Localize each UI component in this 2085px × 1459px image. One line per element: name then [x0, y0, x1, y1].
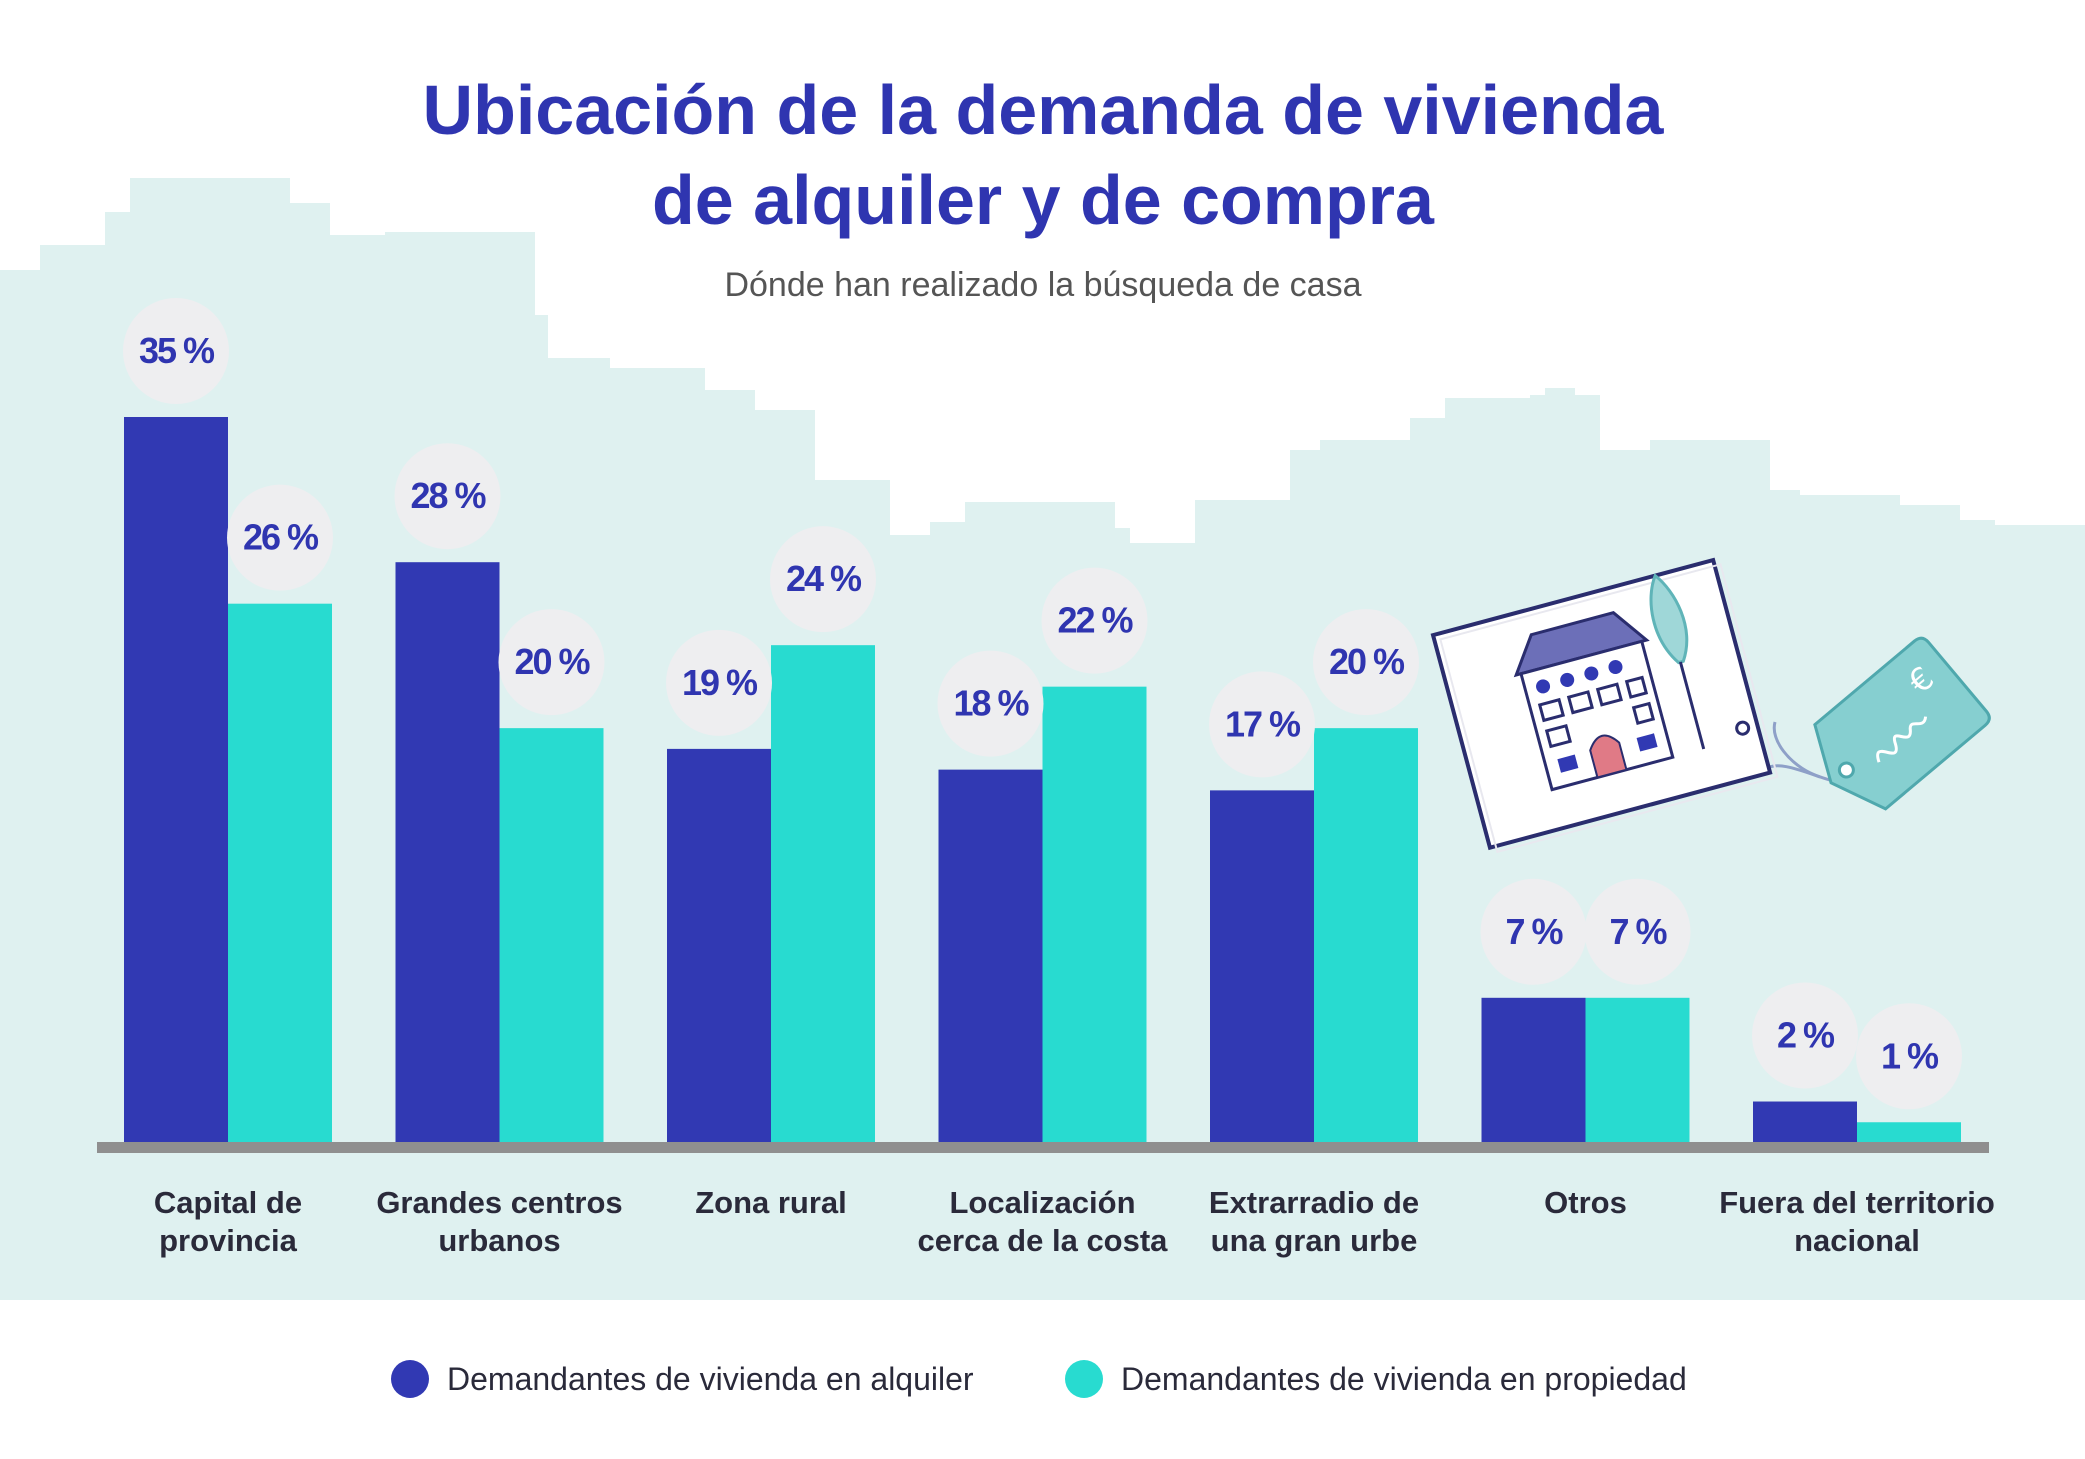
- category-label-3-line-1: cerca de la costa: [918, 1223, 1169, 1258]
- bar-alquiler-2: [667, 748, 771, 1143]
- legend-label-alquiler: Demandantes de vivienda en alquiler: [447, 1361, 974, 1397]
- value-label-bubble-0-4: [1209, 671, 1315, 778]
- bar-propiedad-6: [1857, 1122, 1961, 1143]
- legend-swatch-propiedad: [1065, 1360, 1103, 1398]
- value-label-0-1: 28 %: [410, 475, 486, 516]
- bar-alquiler-6: [1753, 1101, 1857, 1143]
- value-label-bubble-0-1: [394, 443, 501, 550]
- bar-alquiler-1: [395, 562, 500, 1143]
- chart-title-line-1: Ubicación de la demanda de vivienda: [423, 71, 1665, 149]
- value-label-bubble-0-6: [1752, 982, 1858, 1089]
- legend-label-propiedad: Demandantes de vivienda en propiedad: [1121, 1361, 1687, 1397]
- bar-propiedad-1: [499, 728, 604, 1143]
- category-label-6-line-1: nacional: [1794, 1223, 1920, 1258]
- house-price-tag-illustration-icon: €: [1430, 557, 1991, 854]
- value-label-bubble-1-3: [1041, 567, 1148, 674]
- value-label-0-5: 7 %: [1505, 911, 1563, 952]
- category-label-1-line-0: Grandes centros: [376, 1185, 622, 1220]
- value-label-1-2: 24 %: [786, 558, 862, 599]
- legend-swatch-alquiler: [391, 1360, 429, 1398]
- category-label-0-line-0: Capital de: [154, 1185, 302, 1220]
- bar-alquiler-4: [1210, 790, 1314, 1143]
- value-label-0-4: 17 %: [1225, 703, 1301, 744]
- category-label-4-line-0: Extrarradio de: [1209, 1185, 1419, 1220]
- value-label-1-4: 20 %: [1329, 641, 1405, 682]
- bar-alquiler-5: [1481, 997, 1586, 1143]
- chart-title-line-2: de alquiler y de compra: [652, 161, 1435, 239]
- value-label-0-3: 18 %: [953, 683, 1029, 724]
- category-label-2-line-0: Zona rural: [695, 1185, 847, 1220]
- value-label-bubble-0-0: [123, 298, 229, 404]
- value-label-1-1: 20 %: [514, 641, 590, 682]
- bar-propiedad-5: [1585, 997, 1690, 1143]
- bar-alquiler-0: [124, 417, 228, 1143]
- value-label-bubble-0-3: [937, 650, 1044, 757]
- value-label-1-0: 26 %: [243, 517, 319, 558]
- value-label-bubble-1-2: [770, 526, 876, 633]
- value-label-bubble-1-6: [1856, 1003, 1962, 1110]
- value-label-bubble-1-4: [1313, 609, 1419, 716]
- value-label-bubble-0-5: [1480, 878, 1587, 985]
- x-axis-baseline: [97, 1142, 1989, 1153]
- value-label-bubble-1-0: [227, 484, 333, 591]
- category-label-1-line-1: urbanos: [438, 1223, 560, 1258]
- category-label-0-line-1: provincia: [159, 1223, 298, 1258]
- bar-propiedad-3: [1042, 686, 1147, 1143]
- value-label-1-5: 7 %: [1609, 911, 1667, 952]
- category-label-6-line-0: Fuera del territorio: [1719, 1185, 1995, 1220]
- value-label-bubble-1-5: [1584, 878, 1691, 985]
- bar-alquiler-3: [938, 769, 1043, 1143]
- category-label-5-line-0: Otros: [1544, 1185, 1627, 1220]
- chart-subtitle: Dónde han realizado la búsqueda de casa: [724, 266, 1361, 304]
- value-label-bubble-1-1: [498, 609, 605, 716]
- bar-propiedad-4: [1314, 728, 1418, 1143]
- value-label-0-0: 35 %: [139, 330, 215, 371]
- category-label-3-line-0: Localización: [949, 1185, 1135, 1220]
- category-label-4-line-1: una gran urbe: [1211, 1223, 1418, 1258]
- value-label-bubble-0-2: [666, 629, 772, 736]
- value-label-0-6: 2 %: [1777, 1015, 1835, 1056]
- value-label-0-2: 19 %: [682, 662, 758, 703]
- value-label-1-3: 22 %: [1057, 600, 1133, 641]
- bar-propiedad-2: [771, 645, 875, 1143]
- value-label-1-6: 1 %: [1881, 1035, 1939, 1076]
- bar-propiedad-0: [228, 603, 332, 1143]
